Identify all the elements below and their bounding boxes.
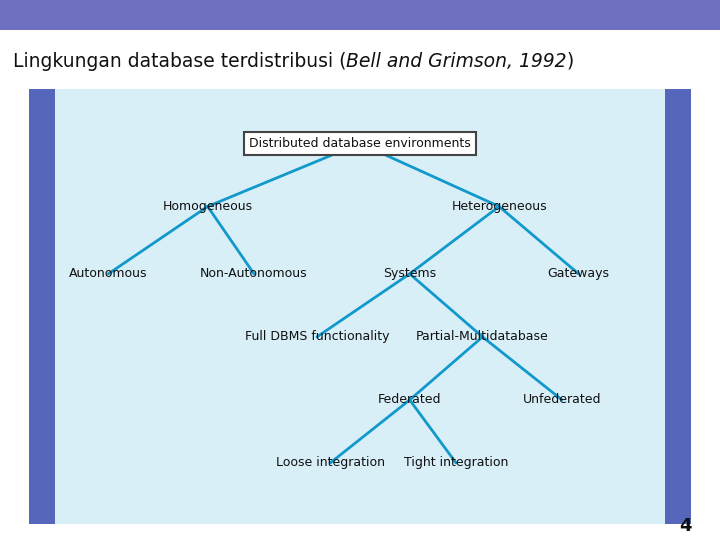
Text: Gateways: Gateways: [548, 267, 610, 280]
Text: Partial-Multidatabase: Partial-Multidatabase: [416, 330, 549, 343]
Text: Bell and Grimson, 1992: Bell and Grimson, 1992: [346, 51, 567, 71]
Text: Lingkungan database terdistribusi (Bell and Grimson, 1992: Lingkungan database terdistribusi (Bell …: [13, 51, 567, 71]
Text: Federated: Federated: [378, 394, 441, 407]
Text: Tight integration: Tight integration: [404, 456, 508, 469]
Text: 4: 4: [679, 517, 691, 535]
Text: Distributed database environments: Distributed database environments: [249, 137, 471, 150]
Text: Heterogeneous: Heterogeneous: [451, 200, 547, 213]
Text: Full DBMS functionality: Full DBMS functionality: [245, 330, 390, 343]
Text: Autonomous: Autonomous: [69, 267, 148, 280]
Bar: [29, 89, 55, 524]
Text: Lingkungan database terdistribusi (: Lingkungan database terdistribusi (: [13, 51, 346, 71]
Text: Bell and Grimson, 1992: Bell and Grimson, 1992: [346, 51, 567, 71]
Text: Unfederated: Unfederated: [523, 394, 601, 407]
Text: Loose integration: Loose integration: [276, 456, 384, 469]
Text: ): ): [567, 51, 575, 71]
Text: Homogeneous: Homogeneous: [163, 200, 253, 213]
Bar: [665, 89, 691, 524]
Text: Non-Autonomous: Non-Autonomous: [200, 267, 308, 280]
FancyBboxPatch shape: [16, 80, 704, 532]
Text: Systems: Systems: [383, 267, 436, 280]
